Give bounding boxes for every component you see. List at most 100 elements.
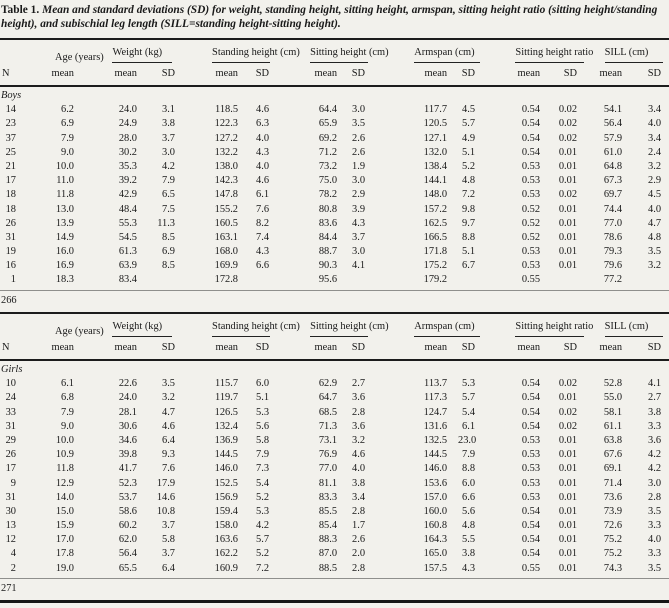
header-sitting-mean: mean <box>314 342 338 354</box>
cell: 5.4 <box>256 477 270 489</box>
cell: 0.54 <box>521 378 541 390</box>
cell: 17.0 <box>55 534 74 546</box>
cell: 3.3 <box>648 420 662 432</box>
cell: 11.0 <box>56 175 74 187</box>
cell: 158.0 <box>214 520 239 532</box>
cell: 7.9 <box>256 449 270 461</box>
header-n-spacer <box>0 313 18 337</box>
cell: 118.5 <box>215 104 239 116</box>
cell: 5.3 <box>462 378 476 390</box>
cell: 157.2 <box>423 203 448 215</box>
cell: 4.1 <box>648 378 662 390</box>
cell: 6.9 <box>61 118 74 130</box>
cell: 172.8 <box>214 274 239 286</box>
cell: 74.4 <box>603 203 623 215</box>
cell: 62.9 <box>318 378 338 390</box>
cell: 53.7 <box>118 491 137 503</box>
table-row: 16 16.9 63.9 8.5 169.9 6.6 90.3 4.1 175.2 6.7 0.53… <box>0 259 669 273</box>
cell: 62.0 <box>118 534 137 546</box>
cell: 6.8 <box>61 392 74 404</box>
cell: 7.6 <box>256 203 270 215</box>
cell: 0.01 <box>558 392 578 404</box>
cell: 21 <box>5 160 16 172</box>
header-weight-mean: mean <box>114 342 137 354</box>
header-ratio-sd: SD <box>563 342 578 354</box>
cell: 0.54 <box>521 406 541 418</box>
cell: 48.4 <box>118 203 137 215</box>
cell: 2.6 <box>352 132 366 144</box>
cell: 147.8 <box>214 189 239 201</box>
cell: 142.3 <box>214 175 239 187</box>
cell: 4.8 <box>648 231 662 243</box>
cell <box>552 273 590 287</box>
cell: 6.5 <box>162 189 176 201</box>
section-label: Girls <box>1 364 23 376</box>
boys-table-body: Boys 14 6.2 24.0 3.1 118.5 4.6 64.4 3.0 117.7 4.5 0… <box>0 86 669 287</box>
cell: 7.9 <box>61 132 74 144</box>
cell: 29 <box>5 434 16 446</box>
cell: 9.0 <box>61 146 74 158</box>
cell <box>346 273 374 287</box>
header-armspan-sd: SD <box>461 342 476 354</box>
cell: 26 <box>5 449 16 461</box>
cell: 4.0 <box>256 132 270 144</box>
cell: 0.55 <box>521 274 541 286</box>
cell: 3.0 <box>352 104 366 116</box>
table-row: 4 17.8 56.4 3.7 162.2 5.2 87.0 2.0 165.0 3.8 0.54 0… <box>0 547 669 561</box>
table-row: 18 13.0 48.4 7.5 155.2 7.6 80.8 3.9 157.2 9.8 0.52… <box>0 202 669 216</box>
cell: 127.2 <box>214 132 239 144</box>
cell: 0.53 <box>521 175 541 187</box>
cell: 0.01 <box>558 160 578 172</box>
cell: 164.3 <box>423 534 448 546</box>
cell: 3.3 <box>648 520 662 532</box>
cell: 0.02 <box>558 378 578 390</box>
cell: 3.8 <box>352 477 366 489</box>
cell: 0.53 <box>521 491 541 503</box>
section-label-row: Girls <box>0 360 669 377</box>
cell: 0.54 <box>521 534 541 546</box>
cell: 4.8 <box>462 175 476 187</box>
cell: 4.2 <box>256 520 270 532</box>
cell: 12 <box>5 534 16 546</box>
cell: 64.7 <box>318 392 338 404</box>
cell: 16.0 <box>55 246 74 258</box>
cell: 7.4 <box>256 231 270 243</box>
cell: 28.0 <box>118 132 137 144</box>
cell: 4.5 <box>462 104 476 116</box>
cell: 3.7 <box>162 548 176 560</box>
cell: 64.4 <box>318 104 338 116</box>
header-armspan-mean: mean <box>424 342 448 354</box>
header-group-sill: SILL (cm) <box>590 313 669 338</box>
cell: 0.54 <box>521 118 541 130</box>
header-sitting-sd: SD <box>351 342 366 354</box>
cell: 162.2 <box>214 548 239 560</box>
cell: 127.1 <box>423 132 448 144</box>
cell: 0.01 <box>558 505 578 517</box>
cell: 17 <box>5 463 16 475</box>
cell <box>622 273 669 287</box>
cell: 6.7 <box>462 260 476 272</box>
cell: 11.3 <box>157 217 176 229</box>
cell: 0.02 <box>558 132 578 144</box>
cell: 5.3 <box>256 505 270 517</box>
cell: 6.6 <box>256 260 270 272</box>
header-weight-sd: SD <box>161 68 176 79</box>
cell: 9.3 <box>162 449 176 461</box>
cell: 4.0 <box>648 203 662 215</box>
header-age-label: Age (years) <box>55 52 104 63</box>
cell: 3.5 <box>162 378 176 390</box>
cell: 3.4 <box>648 132 662 144</box>
cell: 2.9 <box>648 175 662 187</box>
cell: 10.0 <box>55 160 74 172</box>
table-row: 21 10.0 35.3 4.2 138.0 4.0 73.2 1.9 138.4 5.2 0.53… <box>0 159 669 173</box>
cell: 7.9 <box>462 449 476 461</box>
cell: 35.3 <box>118 160 137 172</box>
cell <box>140 273 178 287</box>
girls-table-header: Age (years) Weight (kg) Standing height … <box>0 313 669 361</box>
cell: 0.02 <box>558 104 578 116</box>
cell: 13.9 <box>55 217 74 229</box>
cell: 5.1 <box>256 392 270 404</box>
table-row: 23 6.9 24.9 3.8 122.3 6.3 65.9 3.5 120.5 5.7 0.54 0… <box>0 117 669 131</box>
cell: 6.0 <box>462 477 476 489</box>
